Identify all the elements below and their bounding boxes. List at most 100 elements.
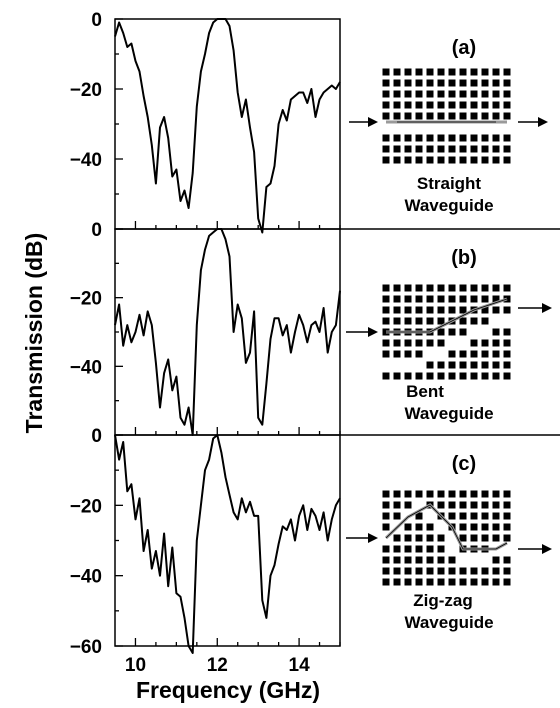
lattice-hole <box>382 512 390 520</box>
lattice-hole <box>426 556 434 564</box>
lattice-hole <box>503 578 511 586</box>
lattice-hole <box>448 361 456 369</box>
lattice-hole <box>470 112 478 120</box>
lattice-hole <box>426 523 434 531</box>
lattice-hole <box>437 101 445 109</box>
lattice-hole <box>492 556 500 564</box>
lattice-hole <box>404 372 412 380</box>
lattice-hole <box>481 156 489 164</box>
lattice-hole <box>481 101 489 109</box>
lattice-hole <box>470 101 478 109</box>
lattice-hole <box>415 556 423 564</box>
lattice-hole <box>437 156 445 164</box>
lattice-hole <box>426 372 434 380</box>
lattice-hole <box>459 295 467 303</box>
lattice-hole <box>382 567 390 575</box>
lattice-hole <box>382 501 390 509</box>
lattice-hole <box>415 156 423 164</box>
lattice-hole <box>393 68 401 76</box>
lattice-hole <box>437 372 445 380</box>
lattice-hole <box>481 339 489 347</box>
lattice-hole <box>404 295 412 303</box>
lattice-hole <box>470 490 478 498</box>
lattice-hole <box>393 156 401 164</box>
lattice-hole <box>393 284 401 292</box>
lattice-hole <box>503 306 511 314</box>
lattice-hole <box>459 512 467 520</box>
lattice-hole <box>448 295 456 303</box>
lattice-hole <box>393 306 401 314</box>
lattice-hole <box>459 350 467 358</box>
lattice-hole <box>492 101 500 109</box>
lattice-hole <box>481 317 489 325</box>
lattice-hole <box>393 578 401 586</box>
lattice-hole <box>393 101 401 109</box>
y-tick-label: 0 <box>91 426 102 447</box>
lattice-hole <box>470 567 478 575</box>
lattice-hole <box>448 68 456 76</box>
lattice-hole <box>459 567 467 575</box>
lattice-hole <box>492 306 500 314</box>
lattice-hole <box>415 372 423 380</box>
lattice-hole <box>404 578 412 586</box>
lattice-hole <box>437 501 445 509</box>
caption-c-line2: Waveguide <box>404 613 493 632</box>
lattice-hole <box>382 339 390 347</box>
lattice-hole <box>459 317 467 325</box>
lattice-hole <box>481 534 489 542</box>
lattice-hole <box>382 372 390 380</box>
lattice-hole <box>415 490 423 498</box>
lattice-hole <box>459 101 467 109</box>
lattice-hole <box>459 328 467 336</box>
lattice-hole <box>382 284 390 292</box>
panel-label-c: (c) <box>452 453 476 475</box>
lattice-hole <box>470 295 478 303</box>
lattice-hole <box>382 556 390 564</box>
lattice-hole <box>503 523 511 531</box>
lattice-hole <box>426 112 434 120</box>
lattice-hole <box>470 317 478 325</box>
lattice-hole <box>404 145 412 153</box>
caption-c-line1: Zig-zag <box>413 591 473 610</box>
waveguide-centerline <box>386 298 508 333</box>
lattice-hole <box>437 578 445 586</box>
lattice-hole <box>404 134 412 142</box>
lattice-hole <box>459 79 467 87</box>
lattice-hole <box>492 361 500 369</box>
lattice-hole <box>393 490 401 498</box>
lattice-hole <box>503 490 511 498</box>
diagram-a: (a) Straight Waveguide <box>349 37 548 215</box>
lattice-hole <box>492 295 500 303</box>
panel-label-b: (b) <box>451 247 477 269</box>
lattice-hole <box>426 68 434 76</box>
lattice-hole <box>503 361 511 369</box>
lattice-hole <box>492 134 500 142</box>
lattice-hole <box>426 306 434 314</box>
lattice-hole <box>481 512 489 520</box>
lattice-hole <box>503 372 511 380</box>
lattice-hole <box>404 306 412 314</box>
y-tick-label: 0 <box>91 220 102 241</box>
y-tick-label: −40 <box>70 357 102 378</box>
lattice-hole <box>382 90 390 98</box>
lattice-hole <box>492 578 500 586</box>
lattice-hole <box>459 534 467 542</box>
lattice-hole <box>448 112 456 120</box>
lattice-hole <box>415 523 423 531</box>
lattice-hole <box>492 68 500 76</box>
lattice-hole <box>437 68 445 76</box>
lattice-hole <box>503 79 511 87</box>
lattice-hole <box>448 134 456 142</box>
lattice-hole <box>481 350 489 358</box>
lattice-hole <box>415 101 423 109</box>
lattice-hole <box>470 90 478 98</box>
lattice-hole <box>437 534 445 542</box>
lattice-hole <box>404 101 412 109</box>
lattice-hole <box>481 68 489 76</box>
lattice-hole <box>503 339 511 347</box>
lattice-hole <box>426 156 434 164</box>
lattice-hole <box>470 534 478 542</box>
lattice-hole <box>426 545 434 553</box>
lattice-hole <box>426 339 434 347</box>
lattice-hole <box>382 545 390 553</box>
